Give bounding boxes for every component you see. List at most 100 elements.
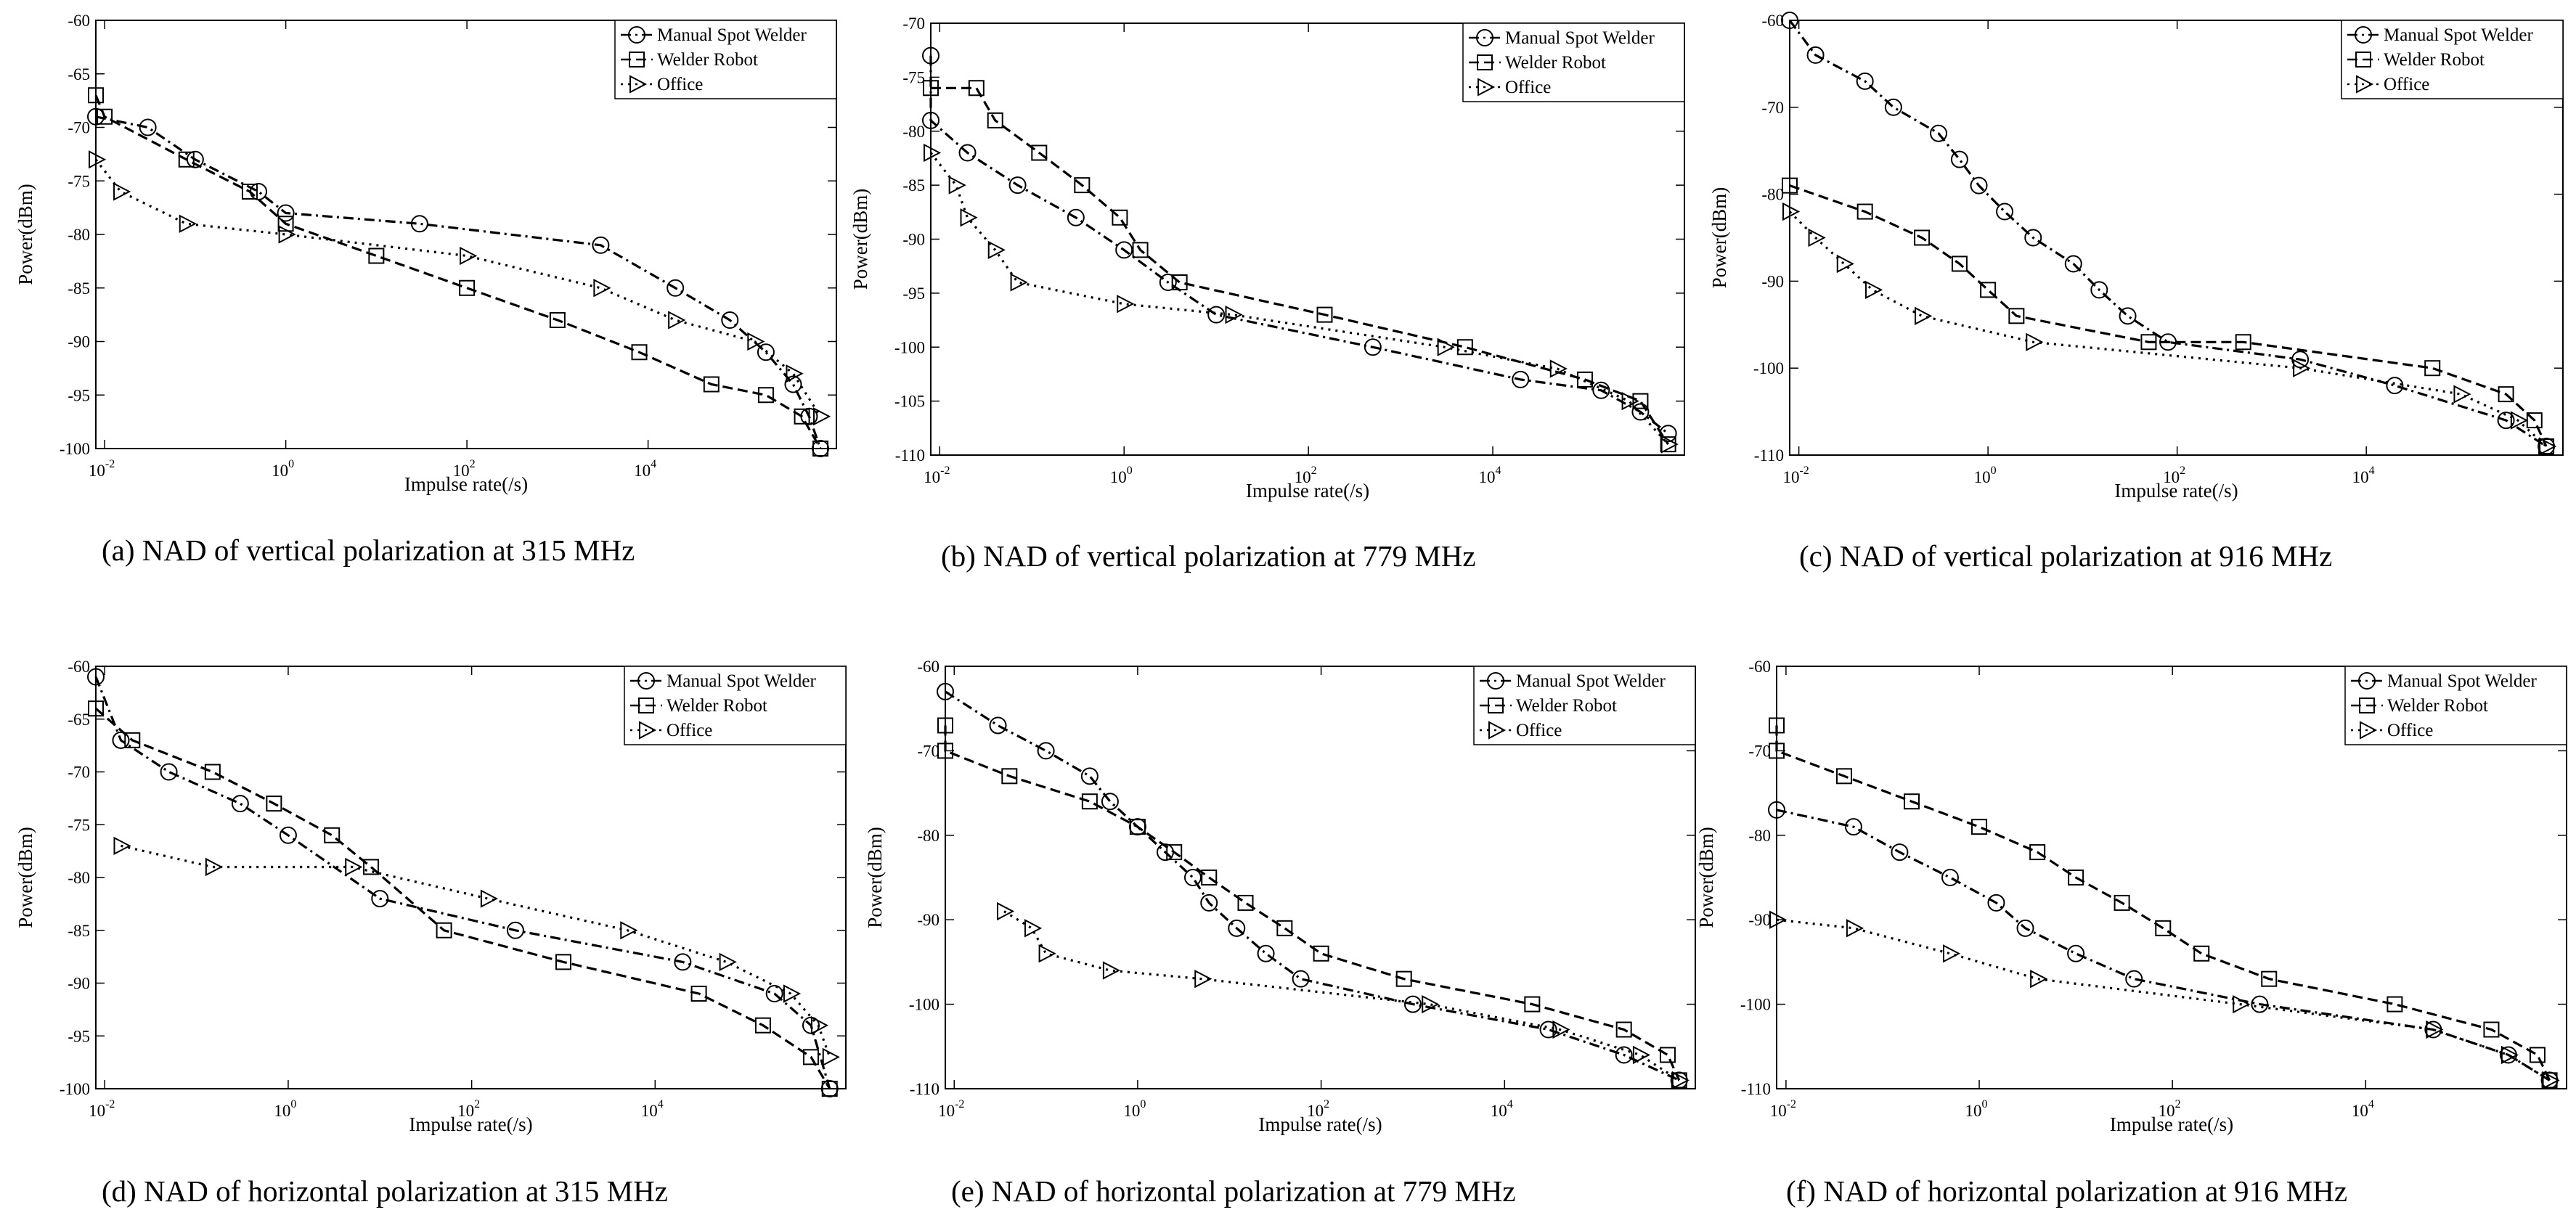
data-point [1024, 919, 1043, 938]
data-point [1292, 970, 1310, 988]
series-circle [1781, 12, 2556, 456]
plot-frame [1776, 666, 2567, 1089]
y-tick-label: -85 [68, 279, 90, 298]
data-point [2360, 721, 2378, 740]
data-point [1194, 970, 1212, 989]
data-point [2355, 52, 2371, 68]
data-point [2029, 844, 2046, 861]
data-point [628, 26, 645, 44]
series-circle [922, 46, 1677, 443]
y-axis-label: Power(dBm) [864, 827, 886, 928]
data-point [371, 890, 389, 908]
panel-caption: (e) NAD of horizontal polarization at 77… [951, 1174, 1516, 1208]
data-point [2387, 996, 2403, 1013]
data-point [987, 112, 1003, 128]
data-point [1769, 717, 1785, 734]
legend-label: Welder Robot [1516, 696, 1617, 716]
data-point [1364, 338, 1382, 356]
data-point [2538, 438, 2556, 456]
y-tick-label: -110 [910, 1080, 939, 1098]
plot-frame [1789, 20, 2564, 456]
data-point [97, 108, 113, 125]
data-point [1996, 203, 2014, 221]
legend-label: Office [2384, 75, 2429, 94]
data-point [719, 952, 737, 972]
x-tick-label: 102 [2163, 465, 2185, 486]
series-circle [87, 668, 839, 1097]
data-point [1132, 242, 1149, 258]
data-point [1117, 295, 1135, 314]
data-point [1914, 229, 1931, 246]
legend: Manual Spot Welder Welder Robot Office [614, 20, 837, 99]
x-tick-label: 104 [634, 458, 656, 480]
y-tick-label: -80 [68, 869, 90, 887]
data-point [1844, 818, 1862, 836]
data-point [2119, 307, 2137, 325]
data-point [1477, 54, 1493, 70]
series-triangle [996, 901, 1690, 1090]
panel-caption: (c) NAD of vertical polarization at 916 … [1799, 539, 2332, 573]
data-point [2067, 944, 2085, 962]
data-point [1101, 793, 1119, 811]
series-line [1776, 918, 2551, 1081]
legend-label: Office [2387, 721, 2433, 740]
data-point [668, 311, 686, 330]
data-point [924, 143, 942, 163]
data-point [948, 176, 966, 195]
data-point [1488, 698, 1504, 713]
data-point [124, 732, 141, 748]
data-point [1971, 819, 1988, 835]
series-line [94, 676, 831, 1089]
x-axis-label: Impulse rate(/s) [1258, 1113, 1382, 1135]
data-point [1207, 306, 1226, 324]
data-point [324, 827, 341, 843]
data-point [1631, 403, 1650, 421]
y-tick-label: -75 [68, 816, 90, 834]
series-square [1769, 717, 2558, 1089]
y-tick-label: -80 [902, 123, 925, 141]
legend: Manual Spot Welder Welder Robot Office [2341, 20, 2564, 99]
data-point [2358, 672, 2376, 690]
data-point [2293, 359, 2311, 377]
data-point [1225, 305, 1243, 324]
data-point [620, 921, 638, 940]
data-point [1257, 944, 1275, 962]
x-tick-label: 10-2 [89, 1098, 115, 1120]
data-point [1038, 944, 1056, 963]
data-point [1166, 844, 1183, 861]
data-point [1615, 1021, 1632, 1038]
y-axis-label: Power(dBm) [15, 184, 36, 285]
series-line [94, 94, 822, 449]
data-point [266, 795, 282, 812]
data-point [592, 236, 610, 254]
data-point [2497, 412, 2515, 430]
data-point [410, 215, 428, 233]
data-point [1313, 945, 1329, 962]
y-axis-label: Power(dBm) [1695, 827, 1717, 928]
data-point [822, 1047, 840, 1067]
data-point [1769, 910, 1788, 929]
y-tick-label: -90 [1761, 272, 1784, 290]
data-point [139, 118, 157, 136]
x-tick-label: 104 [1479, 465, 1501, 486]
data-point [231, 795, 249, 813]
data-point [241, 184, 258, 200]
y-tick-label: -80 [917, 827, 939, 845]
data-point [794, 408, 810, 425]
data-point [2155, 920, 2172, 936]
data-point [549, 312, 566, 328]
y-tick-label: -75 [68, 172, 90, 190]
data-point [1941, 869, 1959, 886]
y-tick-label: -60 [68, 12, 90, 30]
data-point [674, 953, 692, 971]
x-tick-label: 104 [2352, 1098, 2374, 1120]
legend-label: Office [657, 75, 703, 94]
data-point [638, 698, 654, 713]
series-line [1776, 809, 2551, 1081]
data-point [1632, 1045, 1651, 1065]
data-point [1980, 282, 1997, 298]
series-square [88, 87, 829, 457]
data-point [1539, 1020, 1557, 1039]
y-tick-label: -90 [68, 975, 90, 993]
